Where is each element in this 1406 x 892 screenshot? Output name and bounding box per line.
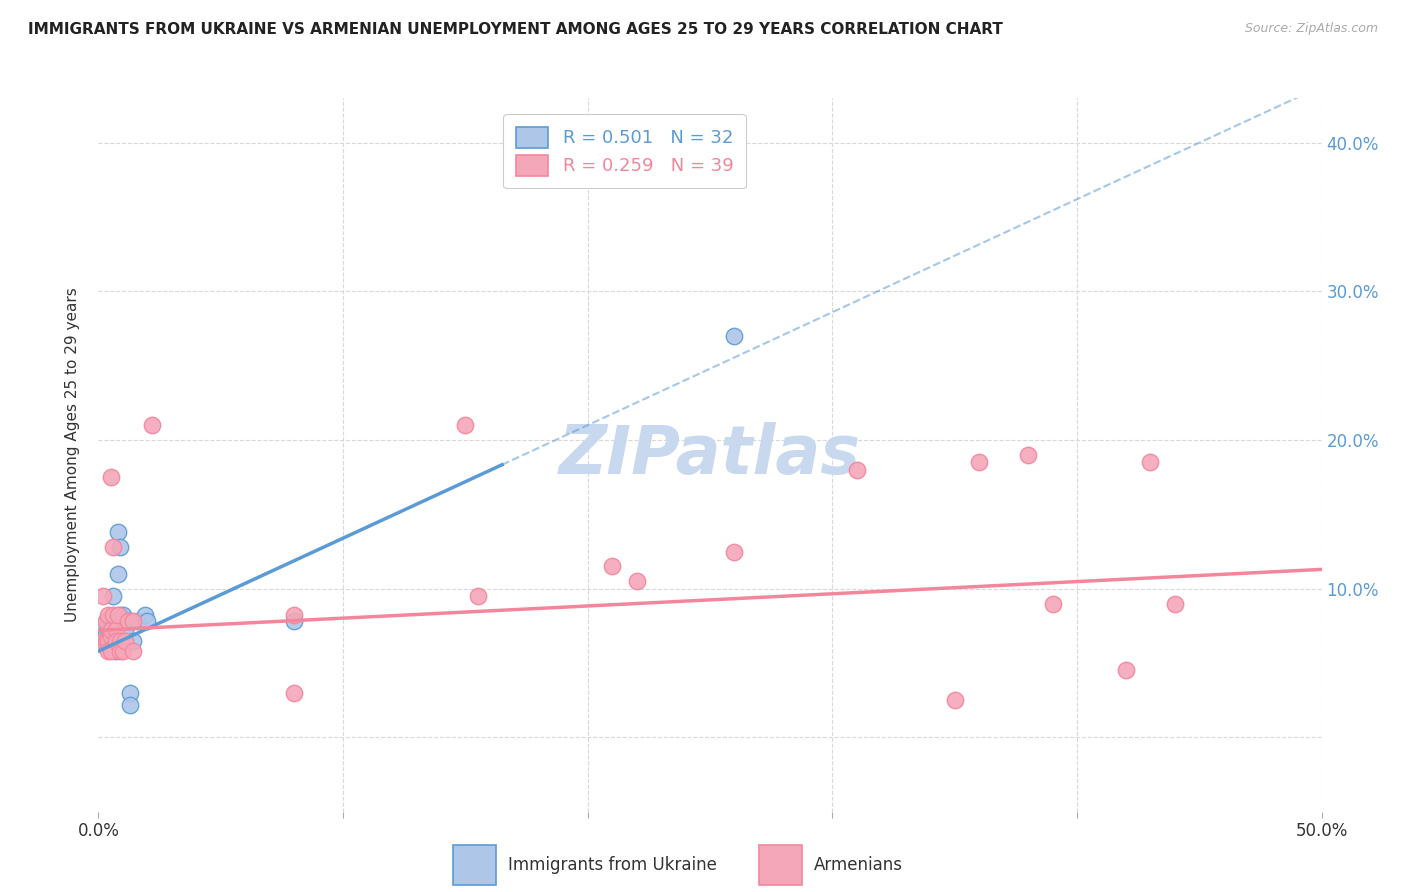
Point	[120, 698, 142, 712]
Point	[104, 624, 127, 638]
Point	[1115, 664, 1137, 678]
Point	[943, 693, 966, 707]
Point	[1164, 597, 1187, 611]
Point	[626, 574, 648, 589]
Point	[107, 608, 129, 623]
Point	[101, 589, 124, 603]
Point	[121, 633, 143, 648]
Point	[94, 633, 117, 648]
Text: ZIPatlas: ZIPatlas	[560, 422, 860, 488]
Point	[723, 544, 745, 558]
Point	[283, 615, 305, 629]
Text: Source: ZipAtlas.com: Source: ZipAtlas.com	[1244, 22, 1378, 36]
Point	[110, 644, 132, 658]
Point	[117, 615, 139, 629]
Point	[600, 559, 623, 574]
Legend: R = 0.501   N = 32, R = 0.259   N = 39: R = 0.501 N = 32, R = 0.259 N = 39	[503, 114, 747, 188]
Point	[97, 629, 120, 643]
Point	[104, 615, 127, 629]
Point	[120, 686, 142, 700]
Point	[136, 615, 159, 629]
Point	[97, 633, 120, 648]
Point	[101, 633, 124, 648]
Point	[111, 608, 134, 623]
Point	[91, 619, 114, 633]
Point	[100, 470, 122, 484]
Point	[104, 633, 127, 648]
Point	[100, 629, 122, 643]
Point	[94, 615, 117, 629]
Point	[454, 418, 477, 433]
Point	[94, 633, 117, 648]
Point	[101, 540, 124, 554]
Point	[117, 615, 139, 629]
Point	[100, 629, 122, 643]
Point	[134, 608, 156, 623]
Point	[97, 644, 120, 658]
Point	[91, 624, 114, 638]
Point	[100, 644, 122, 658]
Point	[97, 633, 120, 648]
Point	[114, 624, 136, 638]
Point	[107, 525, 129, 540]
Point	[114, 633, 136, 648]
Point	[110, 540, 132, 554]
Point	[127, 615, 149, 629]
Point	[101, 641, 124, 656]
Point	[110, 633, 132, 648]
Point	[97, 608, 120, 623]
Point	[121, 644, 143, 658]
Point	[94, 626, 117, 640]
Point	[100, 624, 122, 638]
Point	[101, 608, 124, 623]
Point	[107, 566, 129, 581]
Point	[467, 589, 489, 603]
Point	[90, 629, 112, 643]
Point	[100, 638, 122, 652]
Point	[1042, 597, 1064, 611]
Point	[967, 455, 990, 469]
Point	[1017, 448, 1039, 462]
Point	[100, 619, 122, 633]
Point	[104, 633, 127, 648]
Point	[97, 638, 120, 652]
Point	[723, 329, 745, 343]
Point	[141, 418, 163, 433]
Point	[91, 633, 114, 648]
Point	[110, 608, 132, 623]
Point	[1139, 455, 1161, 469]
Text: IMMIGRANTS FROM UKRAINE VS ARMENIAN UNEMPLOYMENT AMONG AGES 25 TO 29 YEARS CORRE: IMMIGRANTS FROM UKRAINE VS ARMENIAN UNEM…	[28, 22, 1002, 37]
Point	[91, 589, 114, 603]
Point	[845, 463, 868, 477]
Y-axis label: Unemployment Among Ages 25 to 29 years: Unemployment Among Ages 25 to 29 years	[65, 287, 80, 623]
Point	[121, 615, 143, 629]
Point	[283, 686, 305, 700]
Point	[283, 608, 305, 623]
Point	[104, 644, 127, 658]
Point	[111, 644, 134, 658]
